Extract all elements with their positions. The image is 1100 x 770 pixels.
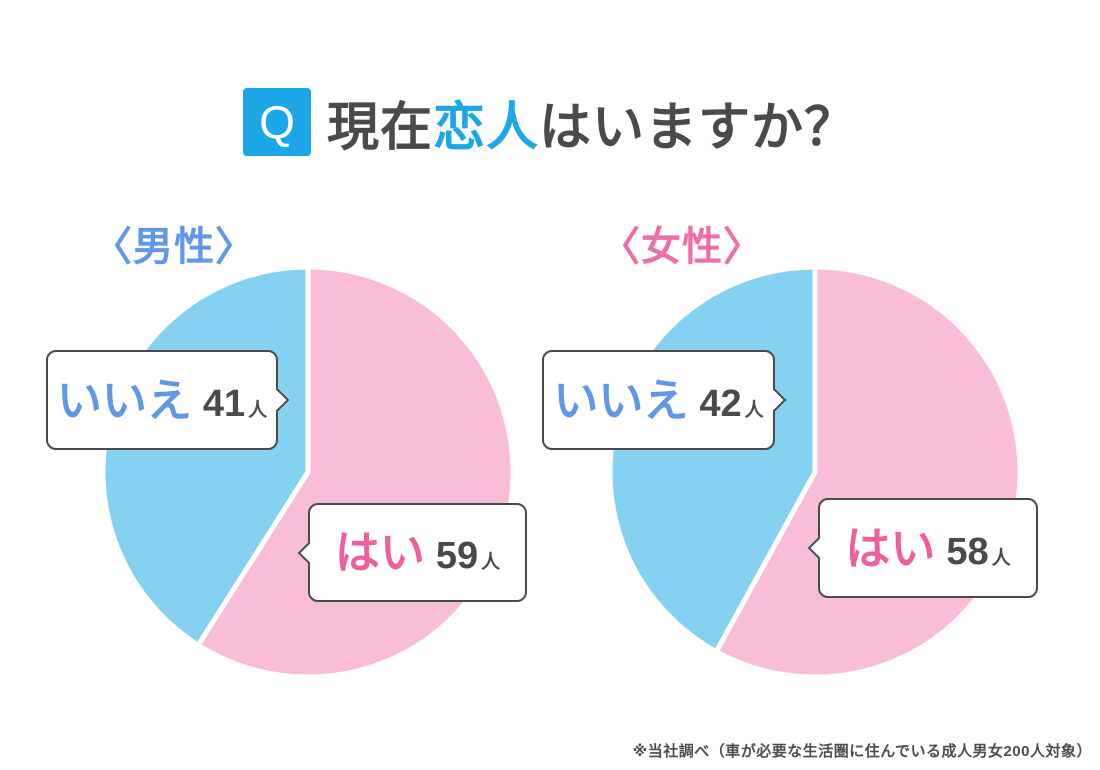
male-no-value: 41 <box>202 382 246 425</box>
female-no-callout-content: いいえ 42 人 <box>553 378 763 423</box>
male-no-callout-content: いいえ 41 人 <box>57 378 267 423</box>
page-title: 現在恋人はいますか？ <box>327 85 857 160</box>
female-yes-unit: 人 <box>991 547 1011 569</box>
male-yes-unit: 人 <box>481 552 501 573</box>
male-yes-callout: はい 59 人 <box>297 503 527 602</box>
survey-footnote: ※当社調べ（車が必要な生活圏に住んでいる成人男女200人対象） <box>632 743 1092 760</box>
female-no-callout: いいえ 42 人 <box>542 350 786 450</box>
title-part-pre: 現在 <box>326 98 433 157</box>
female-no-label: いいえ <box>553 374 689 426</box>
title-part-highlight: 恋人 <box>432 98 539 157</box>
female-no-value: 42 <box>699 382 742 425</box>
female-pie-chart <box>607 264 1023 680</box>
female-yes-callout-content: はい 58 人 <box>845 526 1010 571</box>
male-pie-chart <box>100 264 516 680</box>
male-yes-label: はい <box>334 527 425 578</box>
male-no-callout: いいえ 41 人 <box>46 350 289 450</box>
question-badge: Q <box>242 88 311 156</box>
female-yes-callout: はい 58 人 <box>807 498 1038 598</box>
female-no-unit: 人 <box>744 399 764 421</box>
male-no-unit: 人 <box>248 399 268 421</box>
male-group-label: 〈男性〉 <box>92 225 256 269</box>
question-header: Q 現在恋人はいますか？ <box>0 88 1100 157</box>
title-part-post: はいますか？ <box>539 98 858 157</box>
female-yes-value: 58 <box>946 530 989 573</box>
male-no-label: いいえ <box>56 374 192 426</box>
male-yes-value: 59 <box>435 535 479 577</box>
male-yes-callout-content: はい 59 人 <box>335 530 500 575</box>
female-group-label: 〈女性〉 <box>600 225 764 269</box>
female-yes-label: はい <box>845 522 936 574</box>
